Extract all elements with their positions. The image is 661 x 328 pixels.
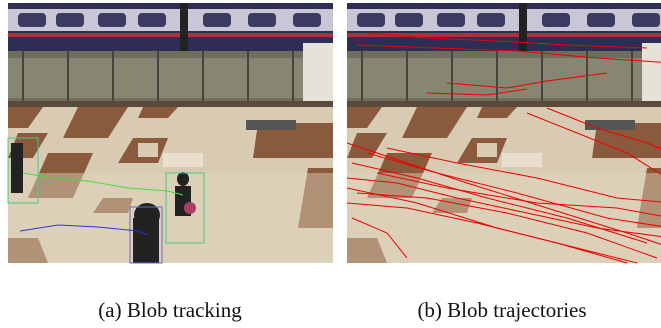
figure: (a) Blob tracking (b) Blob trajectories … bbox=[0, 0, 661, 328]
figure-images bbox=[0, 0, 661, 270]
page: Blob figure {"figures": [{"caption": "(a… bbox=[0, 0, 661, 328]
image-blob-tracking bbox=[8, 3, 333, 263]
caption: (b) Blob trajectories bbox=[337, 298, 661, 323]
caption: (a) Blob tracking bbox=[5, 298, 335, 323]
image-blob-trajectories bbox=[347, 3, 661, 263]
